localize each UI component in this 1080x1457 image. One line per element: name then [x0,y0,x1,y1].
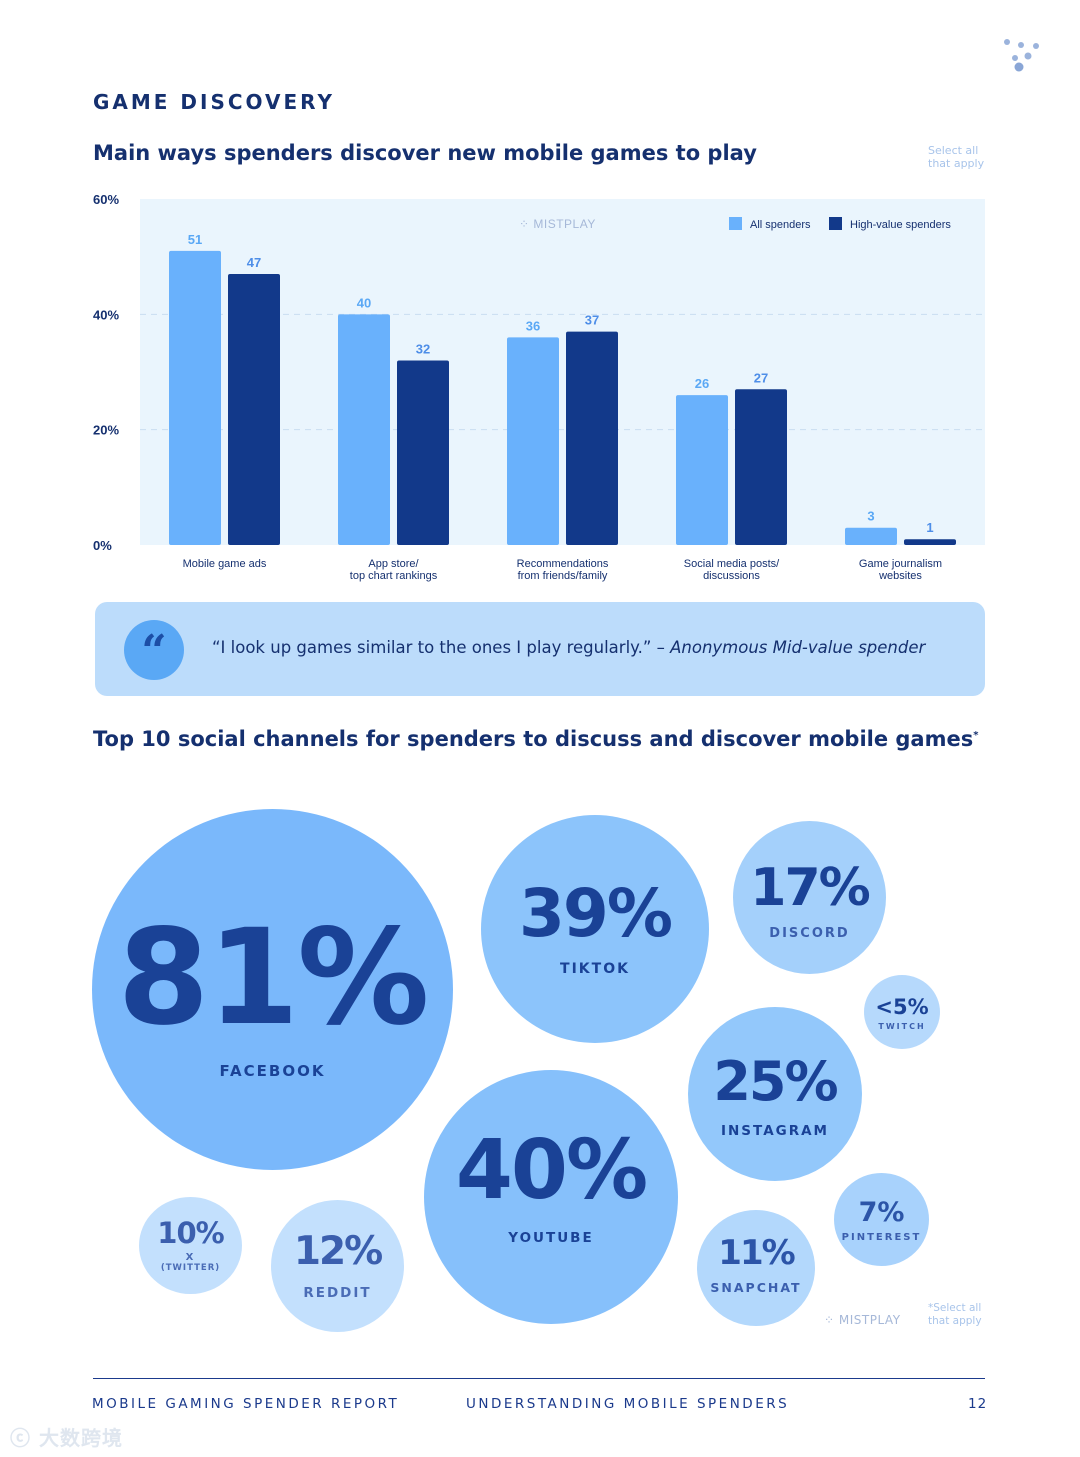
bubble-reddit: 12% REDDIT [271,1200,404,1332]
x-tick-label: top chart rankings [350,570,438,582]
section-title: GAME DISCOVERY [93,90,335,114]
quote-box [95,602,985,696]
bar-data-label: 51 [188,232,202,247]
bubble-youtube-label: YOUTUBE [508,1230,594,1246]
bar-all-spenders [338,314,390,545]
source-watermark: ⓒ 大数跨境 [10,1422,123,1451]
bubble-pinterest: 7% PINTEREST [834,1173,929,1266]
bubble-tiktok-pct: 39% [519,875,673,952]
bubble-pinterest-pct: 7% [858,1196,905,1228]
watermark-logo-icon: ⓒ [10,1426,39,1450]
legend-swatch [729,217,742,230]
bar-all-spenders [676,395,728,545]
bubble-snapchat-pct: 11% [718,1232,795,1273]
social-title-text: Top 10 social channels for spenders to d… [93,727,974,751]
bubble-instagram-label: INSTAGRAM [720,1123,829,1139]
x-tick-label: websites [878,570,922,582]
x-tick-label: Game journalism [859,558,942,570]
bubble-x-sublabel: (TWITTER) [160,1262,221,1273]
plot-background [140,199,985,545]
social-footnote-line2: that apply [928,1315,982,1327]
quote-body: “I look up games similar to the ones I p… [212,638,671,657]
bubble-x-label: X [185,1251,196,1263]
bubble-twitch-pct: <5% [875,995,929,1019]
bubble-youtube-pct: 40% [455,1123,648,1218]
bar-data-label: 37 [585,313,599,328]
bar-high-value-spenders [228,273,280,545]
x-tick-label: Social media posts/ [684,558,780,570]
social-footnote-line1: *Select all [928,1302,982,1314]
bar-data-label: 36 [526,318,540,333]
mistplay-watermark-text: MISTPLAY [838,1313,901,1327]
social-title-footnote-mark: * [973,730,979,741]
bar-high-value-spenders [566,331,618,545]
select-all-note-line1: Select all [928,144,979,157]
social-footnote: *Select all that apply [928,1302,982,1328]
bar-high-value-spenders [735,389,787,545]
social-channels-title: Top 10 social channels for spenders to d… [93,727,978,751]
footer-divider [93,1378,985,1379]
bar-high-value-spenders [397,360,449,545]
mistplay-watermark-chart: ⁘ MISTPLAY [519,217,596,231]
bubble-instagram-pct: 25% [713,1050,838,1113]
bubble-facebook: 81% FACEBOOK [92,809,453,1170]
y-tick-label: 60% [93,193,119,207]
brand-logo-dots-icon [1004,39,1039,72]
legend-label: High-value spenders [850,219,951,231]
bubble-discord-label: DISCORD [769,926,850,941]
bubble-reddit-pct: 12% [293,1228,383,1274]
bubble-facebook-pct: 81% [117,900,430,1055]
bar-data-label: 26 [695,376,709,391]
quote-attribution: Anonymous Mid-value spender [670,638,926,657]
bar-data-label: 40 [357,295,371,310]
bubble-x-pct: 10% [157,1215,224,1250]
bubble-snapchat-label: SNAPCHAT [710,1279,802,1295]
bubble-snapchat: 11% SNAPCHAT [697,1210,815,1326]
select-all-note-line2: that apply [928,157,985,170]
bubble-facebook-label: FACEBOOK [219,1061,326,1080]
bubble-pinterest-label: PINTEREST [841,1231,922,1243]
bubble-instagram: 25% INSTAGRAM [688,1007,862,1181]
footer-section-title: UNDERSTANDING MOBILE SPENDERS [466,1396,790,1412]
bar-data-label: 27 [754,370,768,385]
bubble-twitch-label: TWITCH [878,1022,926,1031]
bubble-reddit-label: REDDIT [303,1284,372,1301]
bubble-twitch: <5% TWITCH [864,975,940,1049]
bar-all-spenders [507,337,559,545]
select-all-note: Select all that apply [928,144,998,170]
watermark-text: 大数跨境 [38,1426,123,1450]
x-tick-label: discussions [703,570,760,582]
mistplay-watermark-bottom: ⁘ MISTPLAY [824,1313,901,1327]
bar-all-spenders [845,527,897,545]
x-tick-label: Recommendations [517,558,609,570]
x-tick-label: from friends/family [518,570,608,582]
y-tick-label: 20% [93,423,119,438]
mistplay-dots-icon: ⁘ [824,1313,835,1327]
bubble-youtube: 40% YOUTUBE [424,1070,678,1324]
quote-mark-icon: “ [124,620,184,680]
bubble-tiktok: 39% TIKTOK [481,815,709,1043]
bar-data-label: 1 [926,520,933,535]
bubble-discord-pct: 17% [750,858,870,918]
bar-data-label: 32 [416,341,430,356]
footer-report-title: MOBILE GAMING SPENDER REPORT [92,1396,400,1412]
bar-data-label: 47 [247,255,261,270]
bubble-tiktok-label: TIKTOK [560,961,630,977]
bubble-x: 10% X (TWITTER) [139,1197,242,1294]
x-tick-label: App store/ [368,558,419,570]
legend-label: All spenders [750,219,811,231]
y-tick-label: 0% [93,538,112,553]
discovery-bar-chart: 0% 20% 40% 60% 51 47 Mobile game ads 40 32 App st… [93,193,985,582]
page-number: 12 [968,1396,988,1412]
quote-text: “I look up games similar to the ones I p… [212,638,925,657]
bar-high-value-spenders [904,539,956,545]
bar-all-spenders [169,250,221,545]
chart-title: Main ways spenders discover new mobile g… [93,141,757,165]
legend-swatch [829,217,842,230]
x-tick-label: Mobile game ads [183,558,267,570]
bar-data-label: 3 [867,509,874,524]
y-tick-label: 40% [93,307,119,322]
bubble-discord: 17% DISCORD [733,821,886,974]
